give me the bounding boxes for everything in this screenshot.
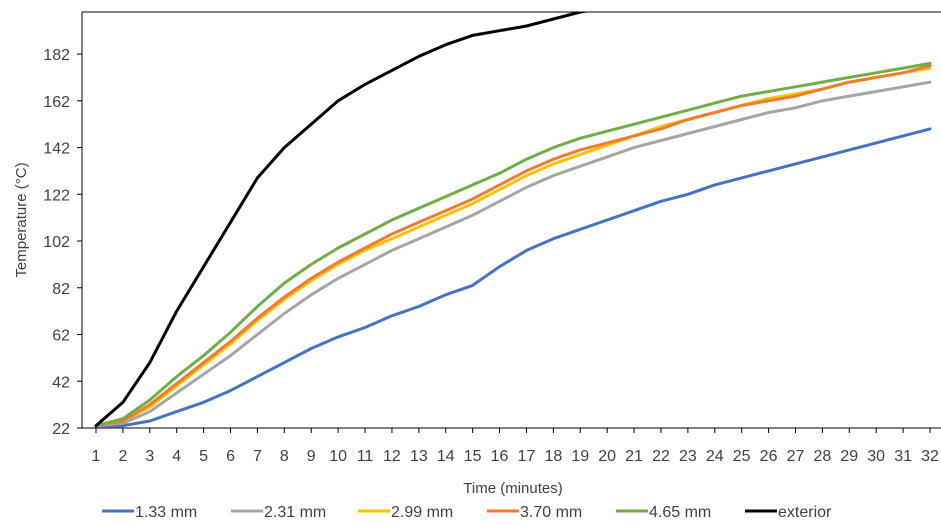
x-tick-label: 1	[92, 448, 101, 465]
y-tick-label: 82	[52, 281, 70, 298]
x-tick-label: 9	[307, 448, 316, 465]
series-line-1-33-mm	[94, 127, 932, 428]
x-tick-label: 26	[760, 448, 778, 465]
legend-label: 4.65 mm	[649, 504, 711, 521]
x-axis-title: Time (minutes)	[463, 480, 562, 497]
legend-label: 2.31 mm	[264, 504, 326, 521]
legend: 1.33 mm 2.31 mm 2.99 mm 3.70 mm 4.65 mm exter…	[102, 504, 832, 521]
x-tick-label: 27	[787, 448, 805, 465]
y-tick-label: 62	[52, 328, 70, 345]
x-tick-label: 19	[571, 448, 589, 465]
x-tick-label: 8	[280, 448, 289, 465]
x-tick-label: 7	[253, 448, 262, 465]
y-tick-label: 162	[43, 94, 70, 111]
x-tick-label: 4	[172, 448, 181, 465]
x-tick-label: 13	[410, 448, 428, 465]
y-tick-label: 142	[43, 141, 70, 158]
x-tick-label: 25	[733, 448, 751, 465]
x-tick-label: 6	[226, 448, 235, 465]
x-tick-label: 16	[491, 448, 509, 465]
x-tick-label: 11	[357, 448, 374, 465]
series-line-exterior	[94, 12, 590, 428]
x-tick-label: 23	[679, 448, 697, 465]
x-tick-label: 10	[329, 448, 347, 465]
y-tick-label: 182	[43, 47, 70, 64]
x-tick-labels-group: 1 2 3 4 5 6 7 8 9 10 11 12 13 14 15 16 17 18 19 20 21 22 23 24 2…	[92, 428, 939, 465]
x-tick-label: 30	[867, 448, 885, 465]
x-tick-label: 18	[544, 448, 562, 465]
series-line-2-99-mm	[94, 66, 932, 428]
x-tick-label: 20	[598, 448, 616, 465]
x-tick-label: 24	[706, 448, 724, 465]
series-line-3-70-mm	[94, 64, 932, 428]
x-tick-label: 31	[894, 448, 912, 465]
x-tick-label: 29	[840, 448, 858, 465]
y-tick-label: 122	[43, 187, 70, 204]
legend-label: 2.99 mm	[391, 504, 453, 521]
series-line-4-65-mm	[94, 61, 932, 428]
x-tick-label: 28	[813, 448, 831, 465]
x-tick-label: 15	[464, 448, 482, 465]
axes-group	[81, 11, 941, 429]
legend-label: 3.70 mm	[520, 504, 582, 521]
y-axis-title: Temperature (°C)	[13, 162, 30, 277]
x-tick-label: 21	[625, 448, 643, 465]
legend-label: exterior	[778, 504, 832, 521]
y-tick-label: 42	[52, 374, 70, 391]
x-tick-label: 2	[118, 448, 127, 465]
y-tick-labels-group: 22 42 62 82 102 122 142 162 182	[43, 47, 82, 438]
series-lines-group	[94, 12, 932, 428]
x-tick-label: 5	[199, 448, 208, 465]
x-tick-label: 32	[921, 448, 939, 465]
series-line-2-31-mm	[94, 80, 932, 428]
x-tick-label: 3	[145, 448, 154, 465]
y-tick-label: 22	[52, 421, 70, 438]
x-tick-label: 22	[652, 448, 670, 465]
x-tick-label: 12	[383, 448, 401, 465]
y-tick-label: 102	[43, 234, 70, 251]
x-tick-label: 14	[437, 448, 455, 465]
legend-label: 1.33 mm	[135, 504, 197, 521]
x-tick-label: 17	[518, 448, 536, 465]
